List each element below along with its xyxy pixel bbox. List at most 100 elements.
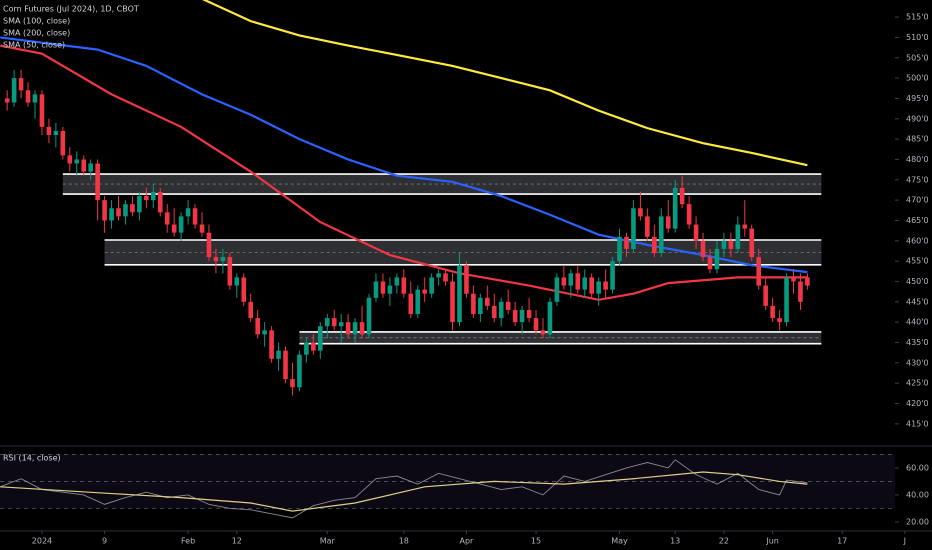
candle-body: [805, 277, 810, 286]
rsi-title: RSI (14, close): [3, 454, 61, 463]
candle-body: [234, 277, 240, 286]
candle-body: [150, 191, 156, 201]
y-tick-label: 510'0: [906, 33, 929, 42]
candle-body: [735, 224, 741, 249]
candle-body: [429, 277, 434, 294]
y-tick-label: 505'0: [906, 53, 929, 62]
candle-body: [74, 159, 80, 164]
candle-body: [297, 354, 302, 388]
candle-body: [471, 293, 476, 315]
candle-body: [763, 285, 768, 306]
candle-body: [547, 301, 553, 335]
candle-body: [512, 309, 518, 323]
candle-body: [324, 318, 330, 327]
candle-body: [728, 240, 734, 249]
candle-body: [269, 330, 274, 359]
candle-body: [540, 330, 546, 335]
candle-body: [596, 281, 601, 294]
candle-body: [227, 257, 233, 286]
candle-body: [366, 297, 372, 335]
x-tick-label: 9: [102, 537, 107, 546]
y-tick-label: 425'0: [906, 379, 929, 388]
candle-body: [631, 208, 636, 249]
candle-body: [791, 277, 796, 282]
candle-body: [359, 322, 365, 335]
candle-body: [95, 163, 100, 201]
candle-body: [533, 318, 539, 331]
y-tick-label: 415'0: [906, 419, 929, 428]
candle-body: [658, 216, 664, 254]
candle-body: [686, 204, 692, 225]
candle-body: [457, 265, 462, 323]
candle-body: [624, 236, 629, 249]
candle-body: [721, 240, 727, 249]
candle-body: [311, 342, 316, 351]
candle-body: [220, 257, 226, 262]
candle-body: [756, 257, 761, 286]
candle-body: [144, 196, 149, 201]
x-tick-label: May: [611, 537, 628, 546]
candle-body: [672, 187, 678, 229]
zone: [104, 239, 822, 265]
candle-body: [248, 301, 254, 319]
candle-body: [436, 273, 441, 278]
candle-body: [422, 289, 427, 294]
x-tick-label: 22: [719, 537, 729, 546]
candle-body: [352, 322, 358, 335]
rsi-pane: [0, 454, 895, 519]
candle-body: [178, 216, 184, 233]
candle-body: [575, 273, 581, 290]
candle-body: [331, 318, 337, 327]
candle-body: [665, 216, 671, 229]
candle-body: [116, 208, 121, 217]
candle-body: [464, 265, 469, 294]
candle-body: [25, 90, 31, 103]
candle-body: [589, 277, 594, 294]
candle-body: [561, 277, 567, 286]
candle-body: [46, 126, 52, 136]
candle-body: [290, 379, 295, 388]
candle-body: [554, 277, 560, 302]
candle-body: [784, 277, 789, 323]
candle-body: [185, 208, 191, 217]
candle-body: [255, 318, 260, 335]
candle-body: [380, 281, 386, 294]
x-tick-label: Jun: [765, 537, 779, 546]
candle-body: [11, 78, 17, 103]
sma-line: [202, 0, 808, 167]
candle-body: [39, 94, 45, 127]
rsi-ma-line: [0, 471, 808, 512]
chart-title: Corn Futures (Jul 2024), 1D, CBOT: [3, 5, 139, 14]
candle-body: [213, 257, 219, 262]
candle-body: [199, 224, 205, 233]
candle-body: [262, 330, 267, 335]
x-tick-label: 15: [531, 537, 541, 546]
candle-body: [387, 285, 393, 294]
candle-body: [498, 301, 504, 319]
candle-body: [88, 163, 93, 172]
candle-body: [345, 322, 351, 335]
candle-body: [283, 350, 288, 380]
price-pane: [0, 0, 822, 396]
legend: Corn Futures (Jul 2024), 1D, CBOT RSI (1…: [3, 5, 139, 463]
candle-body: [415, 289, 421, 315]
candle-body: [338, 322, 344, 327]
candle-body: [478, 297, 483, 315]
candle-body: [60, 130, 66, 156]
candle-body: [171, 224, 177, 233]
y-tick-label: 440'0: [906, 318, 929, 327]
candle-body: [700, 240, 706, 258]
candle-body: [450, 281, 455, 323]
candle-body: [241, 277, 247, 302]
y-tick-label: 475'0: [906, 175, 929, 184]
x-tick-label: Feb: [181, 537, 195, 546]
candle-body: [770, 305, 775, 319]
candle-body: [4, 98, 10, 103]
y-tick-label: 515'0: [906, 13, 929, 22]
y-tick-label: 485'0: [906, 135, 929, 144]
candle-body: [610, 261, 615, 290]
candle-body: [394, 277, 400, 286]
y-tick-label: 490'0: [906, 114, 929, 123]
y-tick-label: 445'0: [906, 297, 929, 306]
